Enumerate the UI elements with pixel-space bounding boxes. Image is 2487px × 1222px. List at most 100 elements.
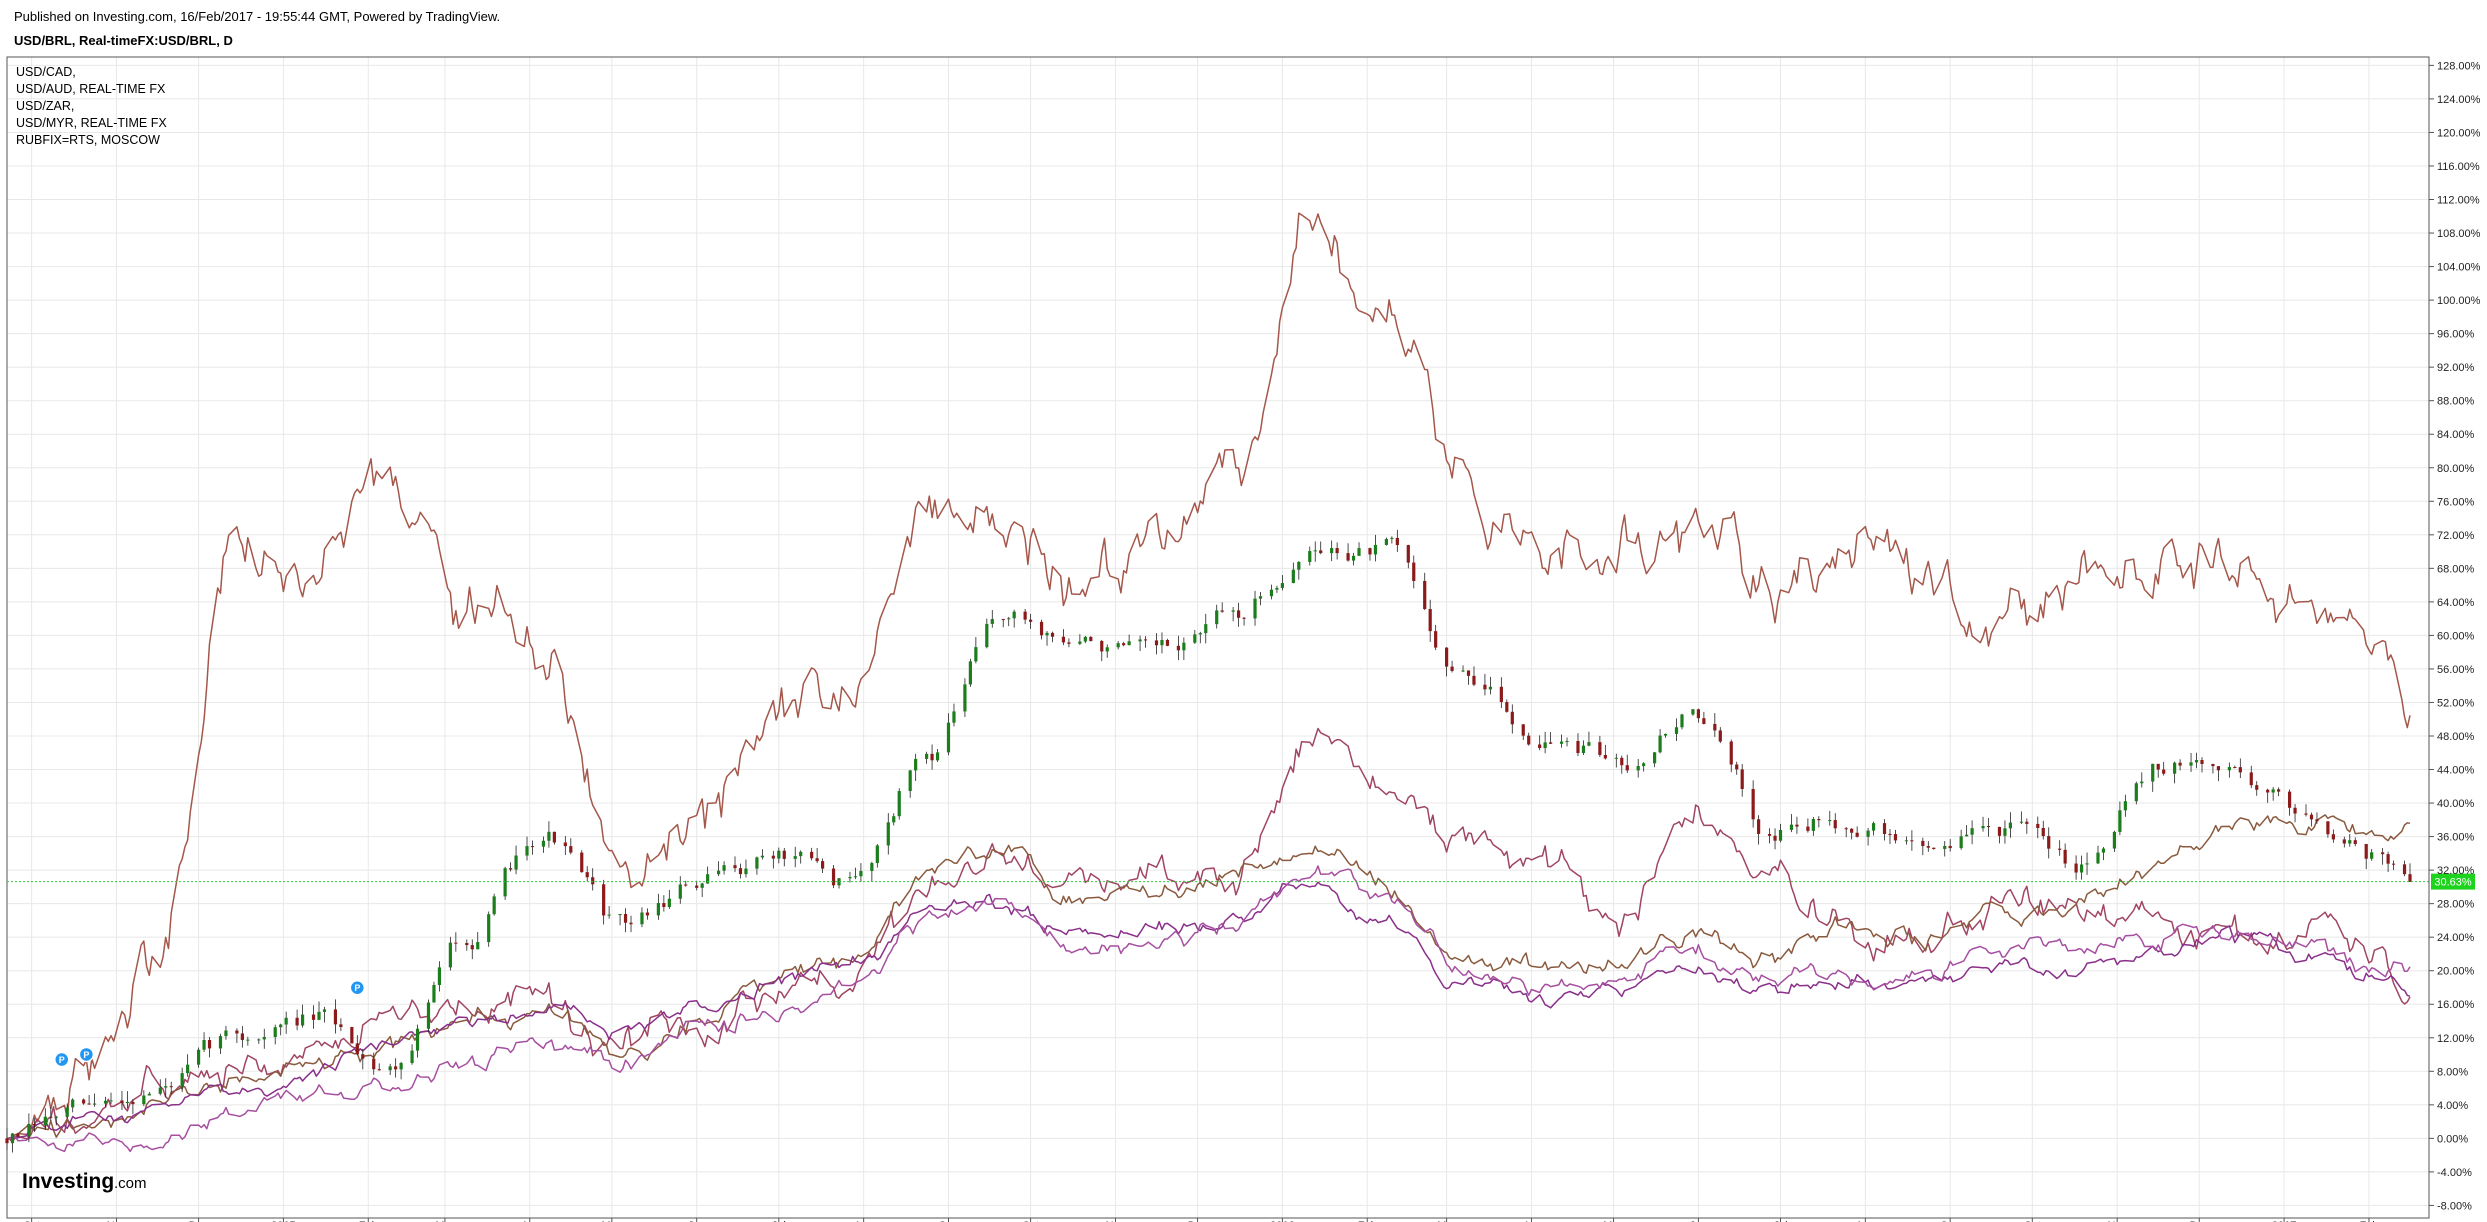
candle	[82, 1098, 86, 1105]
candle	[952, 703, 956, 727]
candle	[591, 868, 595, 891]
candle	[1160, 632, 1164, 654]
candle	[1713, 713, 1717, 737]
candle	[2255, 781, 2259, 796]
candle	[2249, 765, 2253, 789]
candle	[1297, 561, 1301, 580]
candle	[886, 813, 890, 855]
candle	[2096, 845, 2100, 865]
candle	[43, 1108, 47, 1130]
candle	[930, 744, 934, 770]
y-tick-label: 24.00%	[2437, 932, 2475, 944]
y-tick-label: 48.00%	[2437, 731, 2475, 743]
candle	[1007, 616, 1011, 627]
candle	[1757, 815, 1761, 845]
y-tick-label: 12.00%	[2437, 1033, 2475, 1045]
series-line-1	[6, 212, 2411, 1140]
candle	[235, 1028, 239, 1043]
candle	[870, 861, 874, 882]
candle	[2101, 846, 2106, 861]
candle	[859, 863, 863, 882]
candle	[1882, 819, 1887, 841]
candle	[2381, 848, 2385, 865]
candle	[295, 1009, 299, 1031]
x-tick-label: Oct	[2024, 1220, 2041, 1222]
x-tick-label: Jul	[1773, 1220, 1787, 1222]
candle	[2085, 852, 2089, 875]
investing-logo: Investing .com	[22, 1170, 147, 1193]
candle	[372, 1052, 376, 1075]
candle	[1904, 836, 1909, 845]
x-tick-label: Nov	[1106, 1220, 1126, 1222]
event-marker-icon[interactable]: P	[349, 979, 366, 996]
candle	[1483, 673, 1487, 696]
candle	[186, 1054, 190, 1077]
candle	[1269, 584, 1274, 600]
candle	[2151, 763, 2155, 792]
candle	[2370, 848, 2374, 861]
candle	[848, 871, 852, 883]
candle	[2402, 860, 2407, 877]
y-tick-label: 52.00%	[2437, 697, 2475, 709]
x-tick-label: Nov	[107, 1220, 127, 1222]
candle	[946, 713, 951, 756]
candle	[1735, 761, 1739, 775]
candle	[2326, 821, 2330, 838]
y-tick-label: 112.00%	[2437, 195, 2480, 207]
event-marker-icon[interactable]: P	[53, 1051, 70, 1068]
candle	[1357, 542, 1361, 556]
candle	[2156, 763, 2160, 778]
candle	[1231, 607, 1235, 622]
candle	[1910, 830, 1914, 851]
candle	[273, 1024, 277, 1045]
candle	[640, 907, 644, 928]
candle	[1083, 635, 1087, 644]
candle	[1368, 547, 1372, 561]
candle	[394, 1058, 398, 1078]
candle	[2238, 758, 2242, 779]
candle	[1795, 816, 1799, 834]
candle	[399, 1061, 403, 1080]
candle	[257, 1038, 261, 1044]
candle	[1450, 660, 1454, 673]
candle	[355, 1035, 359, 1056]
y-tick-label: 40.00%	[2437, 798, 2475, 810]
candle	[1280, 575, 1284, 591]
candle	[361, 1048, 365, 1070]
x-tick-label: Jun	[688, 1220, 706, 1222]
candle	[1866, 828, 1870, 846]
candle	[284, 1011, 288, 1034]
candle	[131, 1099, 135, 1115]
y-tick-label: 8.00%	[2437, 1066, 2468, 1078]
candle	[1061, 629, 1066, 646]
candle	[103, 1096, 108, 1107]
svg-text:P: P	[354, 983, 360, 993]
candle	[777, 847, 781, 864]
candle	[2309, 812, 2314, 827]
candle	[1620, 755, 1624, 774]
candle	[1888, 829, 1892, 845]
candle	[1921, 837, 1925, 856]
candle	[1445, 647, 1449, 677]
legend-entry-usdzar: USD/ZAR,	[16, 99, 74, 113]
candle	[1740, 764, 1744, 797]
candle	[1078, 634, 1082, 646]
candle	[662, 895, 666, 912]
candle	[1718, 727, 1722, 744]
y-tick-label: 116.00%	[2437, 161, 2480, 173]
legend-entry-rubfix: RUBFIX=RTS, MOSCOW	[16, 133, 160, 147]
x-tick-label: Apr	[1523, 1220, 1540, 1222]
candle	[2342, 836, 2346, 848]
candle	[147, 1091, 151, 1096]
candle	[322, 1006, 327, 1023]
candle	[1598, 735, 1602, 758]
candle	[2331, 829, 2335, 843]
candle	[2194, 752, 2199, 769]
candle	[65, 1103, 69, 1119]
candle	[1729, 739, 1733, 773]
candle	[1663, 733, 1668, 738]
candle	[1505, 699, 1509, 713]
event-marker-icon[interactable]: P	[78, 1046, 95, 1063]
x-tick-label: Aug	[1856, 1220, 1876, 1222]
